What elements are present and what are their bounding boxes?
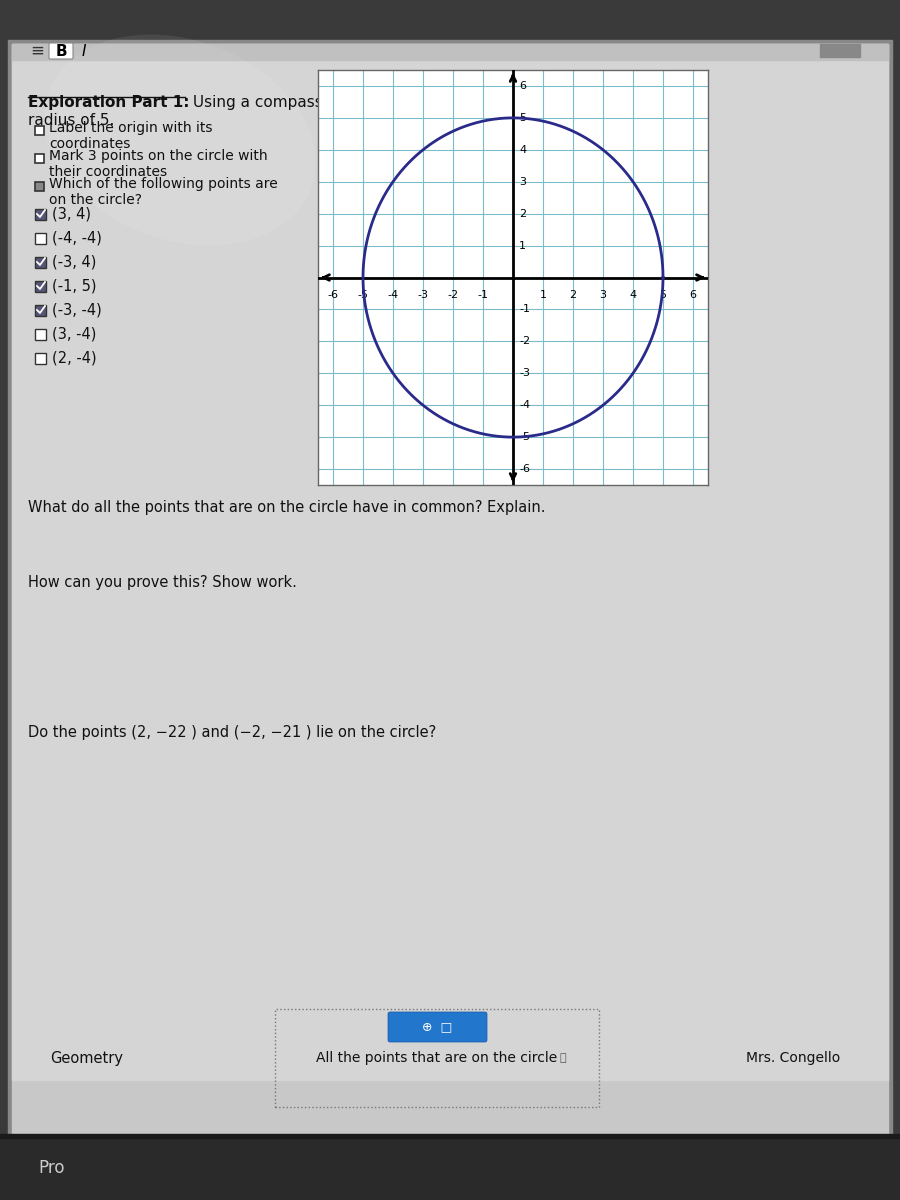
Text: their coordinates: their coordinates [49, 164, 167, 179]
Text: Pro: Pro [38, 1159, 65, 1177]
Text: -3: -3 [418, 290, 428, 300]
Text: 4: 4 [629, 290, 636, 300]
Bar [35, 305, 46, 316]
Text: 3: 3 [519, 176, 526, 187]
Bar [35, 182, 44, 191]
Text: B: B [55, 43, 67, 59]
Text: -3: -3 [519, 368, 530, 378]
Text: What do all the points that are on the circle have in common? Explain.: What do all the points that are on the c… [28, 500, 545, 515]
Text: Mrs. Congello: Mrs. Congello [746, 1051, 840, 1066]
Text: I: I [82, 43, 86, 59]
Text: coordinates: coordinates [49, 137, 130, 151]
Text: (-1, 5): (-1, 5) [52, 278, 96, 294]
Text: ⊕  □: ⊕ □ [422, 1020, 452, 1033]
Text: on the circle?: on the circle? [49, 193, 142, 206]
Text: 4: 4 [519, 145, 526, 155]
Text: Exploration Part 1:: Exploration Part 1: [28, 95, 190, 110]
FancyBboxPatch shape [388, 1012, 487, 1042]
Text: -2: -2 [519, 336, 530, 347]
Text: Mark 3 points on the circle with: Mark 3 points on the circle with [49, 149, 267, 163]
Text: -6: -6 [328, 290, 338, 300]
Text: 5: 5 [660, 290, 667, 300]
Bar [35, 154, 44, 163]
Bar [35, 329, 46, 340]
Bar [35, 209, 46, 220]
Text: Which of the following points are: Which of the following points are [49, 176, 278, 191]
Text: 1: 1 [519, 240, 526, 251]
Text: All the points that are on the circle: All the points that are on the circle [317, 1051, 558, 1066]
Bar [0, 1136, 900, 1200]
Text: (3, -4): (3, -4) [52, 326, 96, 342]
Text: 🔒: 🔒 [560, 1054, 567, 1063]
Text: ≡: ≡ [30, 42, 44, 60]
Bar [35, 257, 46, 268]
Text: Geometry: Geometry [50, 1050, 123, 1066]
Text: 3: 3 [599, 290, 607, 300]
Text: (-3, 4): (-3, 4) [52, 254, 96, 270]
FancyBboxPatch shape [49, 43, 73, 59]
Ellipse shape [44, 35, 316, 246]
Text: -1: -1 [478, 290, 489, 300]
Bar [35, 281, 46, 292]
Text: -2: -2 [447, 290, 459, 300]
Text: (-3, -4): (-3, -4) [52, 302, 102, 318]
Text: radius of 5.: radius of 5. [28, 113, 114, 128]
Bar [35, 353, 46, 364]
Text: (-4, -4): (-4, -4) [52, 230, 102, 246]
Text: Do the points (2, −22 ) and (−2, −21 ) lie on the circle?: Do the points (2, −22 ) and (−2, −21 ) l… [28, 725, 436, 740]
Text: 6: 6 [519, 80, 526, 91]
Text: 1: 1 [539, 290, 546, 300]
Text: (2, -4): (2, -4) [52, 350, 96, 366]
Text: 2: 2 [570, 290, 577, 300]
Text: -5: -5 [357, 290, 368, 300]
Bar [35, 126, 44, 134]
Text: -1: -1 [519, 305, 530, 314]
Text: How can you prove this? Show work.: How can you prove this? Show work. [28, 575, 297, 590]
Bar [12, 44, 888, 1080]
Bar [12, 44, 888, 60]
Text: Label the origin with its: Label the origin with its [49, 121, 212, 134]
Text: -5: -5 [519, 432, 530, 442]
Text: (3, 4): (3, 4) [52, 206, 91, 222]
Text: 2: 2 [519, 209, 526, 218]
Bar [0, 1134, 900, 1138]
Text: -4: -4 [519, 400, 530, 410]
Bar [35, 233, 46, 244]
Text: 6: 6 [689, 290, 697, 300]
Text: 5: 5 [519, 113, 526, 122]
Bar [820, 44, 860, 56]
Text: Using a compass, graph a circle with center at the origin and a: Using a compass, graph a circle with cen… [188, 95, 676, 110]
Text: -4: -4 [387, 290, 399, 300]
Text: -6: -6 [519, 464, 530, 474]
